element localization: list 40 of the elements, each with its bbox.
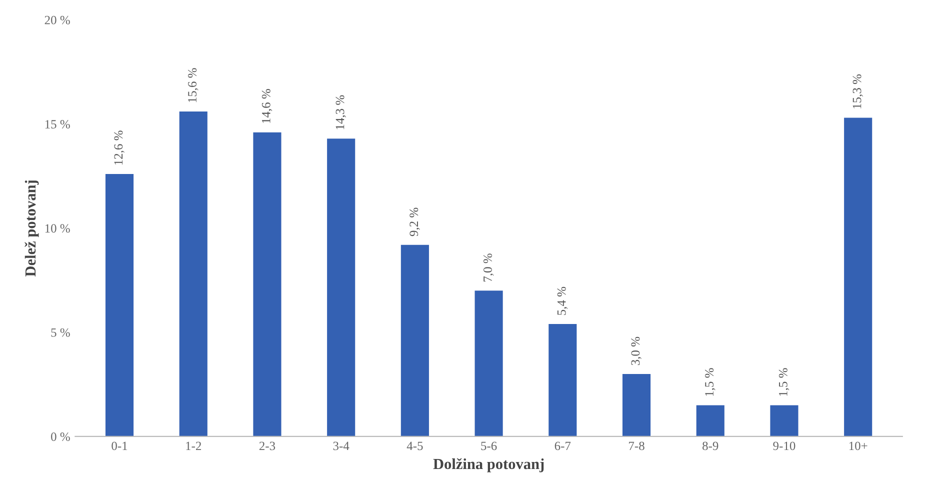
x-tick-label: 5-6 — [481, 442, 497, 450]
x-axis-title: Dolžina potovanj — [433, 458, 544, 472]
bar — [622, 374, 651, 436]
data-label: 3,0 % — [631, 336, 642, 366]
data-label: 12,6 % — [114, 130, 124, 165]
bar — [253, 132, 282, 436]
data-label: 1,5 % — [778, 368, 790, 396]
bar — [400, 244, 429, 436]
y-tick-label: 5 % — [51, 328, 70, 337]
bar — [105, 174, 134, 436]
data-label: 5,4 % — [557, 286, 568, 315]
data-label: 15,6 % — [188, 68, 198, 102]
data-label: 15,3 % — [852, 74, 864, 108]
y-tick-label: 10 % — [45, 224, 70, 233]
x-tick-label: 9-10 — [773, 442, 796, 450]
bar — [770, 405, 798, 436]
x-tick-label: 4-5 — [406, 442, 423, 450]
x-tick-label: 8-9 — [702, 442, 718, 450]
bar — [179, 112, 208, 436]
data-label: 14,6 % — [262, 89, 272, 123]
bar — [548, 324, 577, 436]
data-label: 9,2 % — [410, 208, 420, 236]
bar — [327, 138, 356, 436]
x-tick-label: 3-4 — [333, 442, 350, 450]
data-label: 7,0 % — [483, 254, 494, 282]
bar — [696, 405, 724, 436]
y-axis-title: Delež potovanj — [24, 180, 39, 276]
y-tick-label: 15 % — [45, 120, 70, 128]
x-tick-label: 6-7 — [554, 442, 571, 450]
x-tick-label: 10+ — [849, 442, 868, 450]
y-tick-label: 0 % — [51, 432, 70, 441]
x-tick-label: 2-3 — [259, 442, 276, 450]
data-label: 1,5 % — [705, 368, 716, 396]
x-tick-label: 7-8 — [629, 442, 644, 450]
y-tick-label: 20 % — [44, 16, 70, 24]
data-label: 14,3 % — [336, 95, 346, 130]
x-tick-label: 0-1 — [112, 442, 128, 450]
x-tick-label: 1-2 — [186, 442, 202, 450]
bar — [474, 290, 503, 436]
bar — [844, 118, 872, 436]
